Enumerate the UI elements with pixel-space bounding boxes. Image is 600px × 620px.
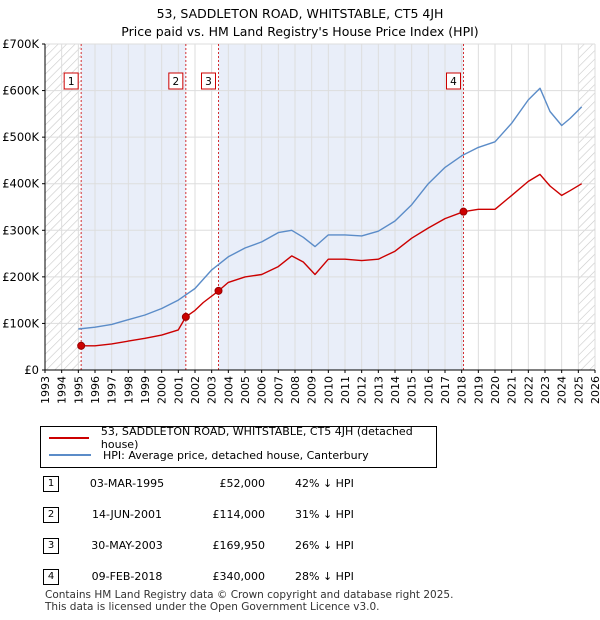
x-tick-label: 1993 [39,376,52,404]
x-tick-label: 2022 [522,376,535,404]
sale-point [459,207,468,216]
x-tick-label: 2002 [189,376,202,404]
x-tick-label: 2023 [539,376,552,404]
x-tick-label: 2014 [389,376,402,404]
x-tick-label: 2008 [289,376,302,404]
footer-line-licence: This data is licensed under the Open Gov… [45,601,380,613]
x-tick-label: 2016 [422,376,435,404]
sale-hpi-diff: 31% ↓ HPI [295,508,354,521]
x-tick-label: 2009 [306,376,319,404]
x-tick-label: 2000 [156,376,169,404]
legend-item-hpi: HPI: Average price, detached house, Cant… [49,447,369,463]
sale-date: 14-JUN-2001 [91,508,163,521]
x-tick-label: 2015 [406,376,419,404]
hatched-region [45,44,82,370]
legend-label-property: 53, SADDLETON ROAD, WHITSTABLE, CT5 4JH … [100,425,413,451]
y-tick-label: £600K [2,84,39,98]
sale-price: £52,000 [219,477,266,490]
sale-number-badge: 4 [43,569,59,585]
x-tick-label: 2018 [456,376,469,404]
x-tick-label: 2001 [172,376,185,404]
x-tick-label: 2026 [589,376,600,404]
y-tick-label: £300K [2,223,39,237]
sale-row: 3 30-MAY-2003 £169,950 26% ↓ HPI [40,535,540,557]
sale-label-number: 3 [205,76,212,88]
sale-hpi-diff: 42% ↓ HPI [295,477,354,490]
x-tick-label: 2017 [439,376,452,404]
price-chart: £0 £100K £200K £300K £400K £500K £600K £700K 199… [2,37,600,404]
sale-point [214,286,223,295]
property-series-line [81,173,583,347]
chart-legend: 53, SADDLETON ROAD, WHITSTABLE, CT5 4JH … [40,425,437,468]
x-tick-label: 2004 [222,376,235,404]
x-tick-label: 1998 [122,376,135,404]
x-tick-label: 2013 [372,376,385,404]
y-tick-label: £400K [2,177,39,191]
x-tick-label: 2005 [239,376,252,404]
sale-date: 09-FEB-2018 [91,570,163,583]
y-tick-label: £200K [2,270,39,284]
sale-row: 2 14-JUN-2001 £114,000 31% ↓ HPI [40,504,540,526]
sale-label-box [201,72,216,90]
x-tick-label: 2007 [272,376,285,404]
sale-label-box [63,72,79,90]
sale-point [77,341,86,350]
sale-label-box [446,72,461,90]
sale-row: 1 03-MAR-1995 £52,000 42% ↓ HPI [40,473,540,495]
hatched-region [578,44,595,370]
x-tick-label: 1999 [139,376,152,404]
x-tick-label: 2011 [339,376,352,404]
ownership-shade [81,44,186,370]
legend-label-hpi: HPI: Average price, detached house, Cant… [103,448,369,462]
x-tick-label: 2025 [572,376,585,404]
ownership-shade [218,44,464,370]
sale-price: £169,950 [212,539,266,552]
y-tick-label: £0 [24,363,39,377]
x-tick-label: 1997 [106,376,119,404]
sale-date: 03-MAR-1995 [89,477,165,490]
chart-subtitle: Price paid vs. HM Land Registry's House … [121,24,479,39]
sale-number-badge: 2 [43,507,59,523]
x-tick-label: 2010 [322,376,335,404]
x-tick-label: 2006 [256,376,269,404]
x-tick-label: 1995 [72,376,85,404]
sale-number-badge: 3 [43,538,59,554]
hpi-series-line [78,87,583,330]
y-tick-label: £500K [2,130,39,144]
y-tick-label: £100K [2,316,39,330]
sale-row: 4 09-FEB-2018 £340,000 28% ↓ HPI [40,566,540,588]
sale-hpi-diff: 26% ↓ HPI [295,539,354,552]
sale-hpi-diff: 28% ↓ HPI [295,570,354,583]
sale-price: £340,000 [212,570,266,583]
sale-label-number: 1 [68,76,75,88]
x-tick-label: 2019 [472,376,485,404]
chart-title: 53, SADDLETON ROAD, WHITSTABLE, CT5 4JH [156,6,444,21]
x-tick-label: 2021 [506,376,519,404]
sale-label-number: 2 [172,76,179,88]
sale-label-number: 4 [450,76,457,88]
x-tick-label: 2003 [206,376,219,404]
x-tick-label: 2020 [489,376,502,404]
sale-date: 30-MAY-2003 [91,539,163,552]
footer-attribution: Contains HM Land Registry data © Crown c… [45,589,453,613]
sale-label-box [168,72,184,90]
x-tick-label: 1996 [89,376,102,404]
sale-number-badge: 1 [43,476,59,492]
x-tick-label: 1994 [56,376,69,404]
legend-item-property: 53, SADDLETON ROAD, WHITSTABLE, CT5 4JH … [49,425,436,451]
sale-price: £114,000 [212,508,266,521]
x-tick-label: 2012 [356,376,369,404]
footer-line-copyright: Contains HM Land Registry data © Crown c… [45,589,454,601]
sale-point [181,312,190,321]
legend-swatch-property [49,437,89,439]
legend-swatch-hpi [49,454,91,456]
y-tick-label: £700K [2,37,39,51]
x-tick-label: 2024 [556,376,569,404]
